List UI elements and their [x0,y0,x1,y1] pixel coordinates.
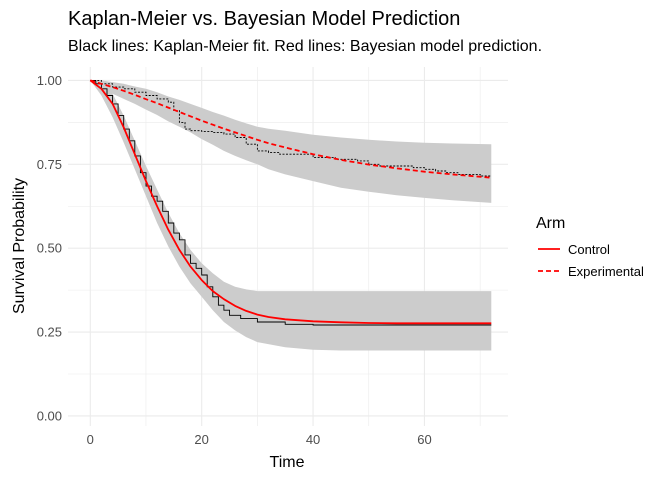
y-tick-label: 0.75 [37,157,62,172]
bayes-line-experimental [90,79,492,179]
bayes-line-control [89,79,492,325]
grid-lines [68,67,508,426]
y-tick-label: 0.00 [37,408,62,423]
y-tick-label: 1.00 [37,73,62,88]
x-tick-label: 40 [306,432,320,447]
legend: Arm Control Experimental [536,215,644,279]
legend-label-control: Control [568,242,610,257]
km-line-experimental [90,79,492,177]
chart-subtitle: Black lines: Kaplan-Meier fit. Red lines… [68,38,543,55]
x-tick-label: 0 [87,432,94,447]
x-axis-label: Time [270,454,305,471]
confidence-bands [90,80,492,351]
y-axis-ticks: 0.00 0.25 0.50 0.75 1.00 [37,73,62,424]
x-tick-label: 60 [417,432,431,447]
chart-title: Kaplan-Meier vs. Bayesian Model Predicti… [68,8,461,30]
confidence-band-experimental [90,80,492,203]
legend-title: Arm [536,215,565,232]
y-tick-label: 0.50 [37,241,62,256]
x-axis-ticks: 0 20 40 60 [87,432,432,447]
legend-label-experimental: Experimental [568,264,644,279]
x-tick-label: 20 [194,432,208,447]
y-tick-label: 0.25 [37,325,62,340]
y-axis-label: Survival Probability [11,178,28,314]
confidence-band-control [90,80,492,351]
series-lines [89,79,492,326]
